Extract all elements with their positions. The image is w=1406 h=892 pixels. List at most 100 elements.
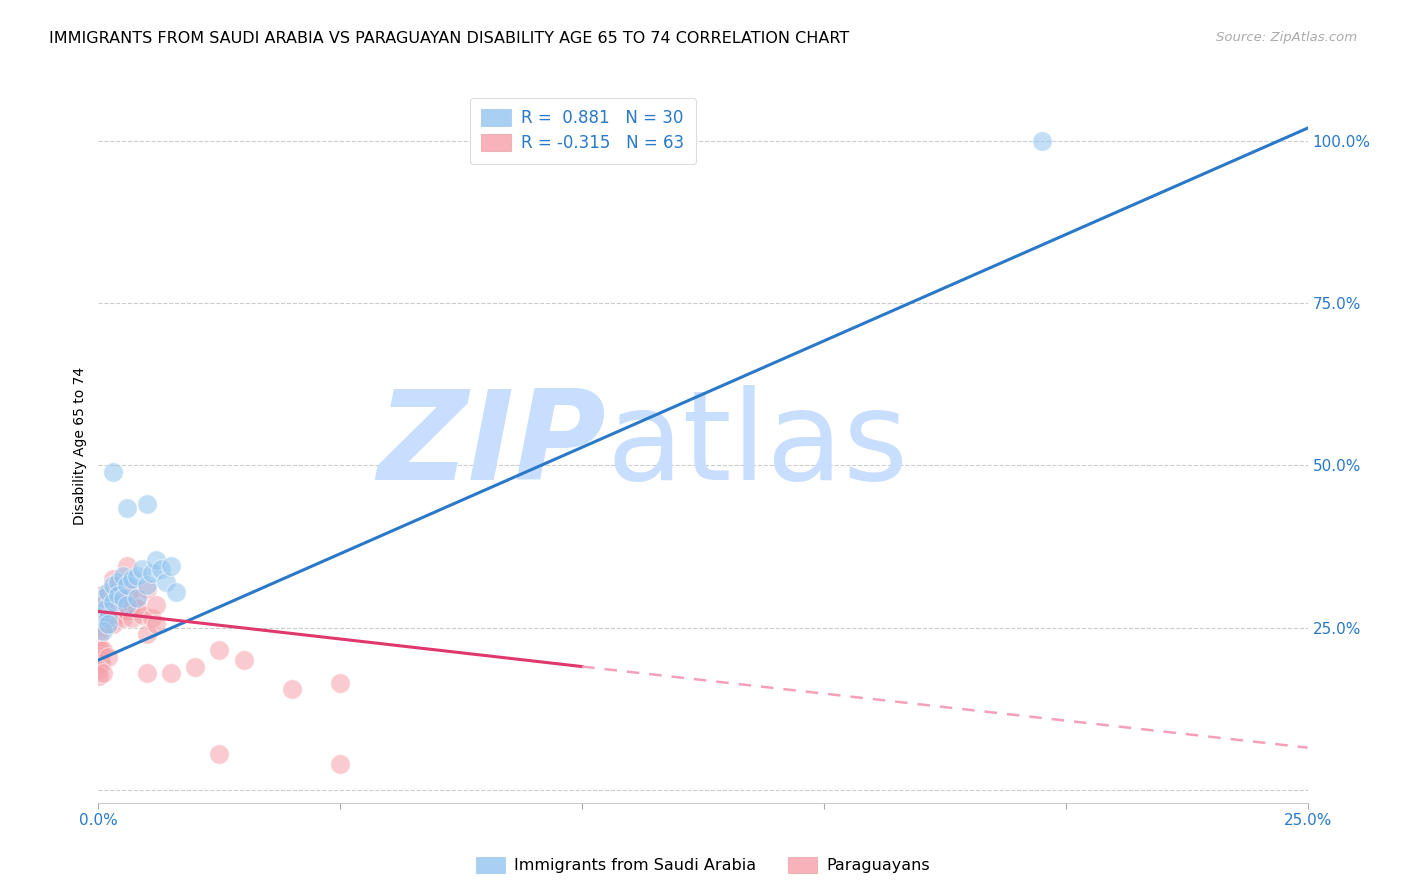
Point <box>121 611 143 625</box>
Point <box>90 617 112 632</box>
Point <box>97 585 120 599</box>
Point <box>127 591 149 606</box>
Point <box>117 500 139 515</box>
Point <box>155 575 177 590</box>
Text: ZIP: ZIP <box>378 385 606 507</box>
Point <box>121 572 143 586</box>
Y-axis label: Disability Age 65 to 74: Disability Age 65 to 74 <box>73 367 87 525</box>
Point <box>184 659 207 673</box>
Point <box>145 552 167 566</box>
Point <box>329 756 352 771</box>
Point <box>97 617 120 632</box>
Point <box>121 598 143 612</box>
Point <box>91 598 114 612</box>
Point <box>117 559 139 574</box>
Point <box>89 604 111 618</box>
Point <box>101 572 124 586</box>
Point <box>90 607 112 622</box>
Point <box>141 611 163 625</box>
Point <box>91 621 114 635</box>
Point <box>111 601 134 615</box>
Point <box>111 595 134 609</box>
Point <box>89 614 111 628</box>
Point <box>135 582 157 596</box>
Point <box>111 591 134 606</box>
Point <box>91 666 114 681</box>
Point <box>165 585 187 599</box>
Point <box>127 591 149 606</box>
Point <box>117 588 139 602</box>
Point <box>131 607 153 622</box>
Point <box>107 607 129 622</box>
Point <box>117 604 139 618</box>
Point <box>127 568 149 582</box>
Point <box>89 643 111 657</box>
Point <box>89 601 111 615</box>
Point <box>160 559 183 574</box>
Point <box>131 562 153 576</box>
Point <box>91 624 114 638</box>
Point <box>101 591 124 606</box>
Point <box>97 649 120 664</box>
Point <box>97 617 120 632</box>
Point <box>101 465 124 479</box>
Point <box>121 582 143 596</box>
Text: IMMIGRANTS FROM SAUDI ARABIA VS PARAGUAYAN DISABILITY AGE 65 TO 74 CORRELATION C: IMMIGRANTS FROM SAUDI ARABIA VS PARAGUAY… <box>49 31 849 46</box>
Point <box>281 682 304 697</box>
Point <box>160 666 183 681</box>
Point <box>97 588 120 602</box>
Point <box>111 568 134 582</box>
Point <box>101 595 124 609</box>
Point <box>94 595 117 609</box>
Point <box>89 653 111 667</box>
Legend: R =  0.881   N = 30, R = -0.315   N = 63: R = 0.881 N = 30, R = -0.315 N = 63 <box>470 97 696 164</box>
Point <box>1031 134 1053 148</box>
Point <box>135 578 157 592</box>
Point <box>89 631 111 645</box>
Point <box>94 601 117 615</box>
Point <box>232 653 254 667</box>
Point <box>107 588 129 602</box>
Point <box>329 675 352 690</box>
Point <box>97 607 120 622</box>
Point <box>89 669 111 683</box>
Point <box>208 747 231 761</box>
Point <box>101 578 124 592</box>
Point <box>127 601 149 615</box>
Point <box>141 566 163 580</box>
Legend: Immigrants from Saudi Arabia, Paraguayans: Immigrants from Saudi Arabia, Paraguayan… <box>470 850 936 880</box>
Point <box>91 591 114 606</box>
Point <box>90 657 112 671</box>
Point <box>145 598 167 612</box>
Text: atlas: atlas <box>606 385 908 507</box>
Point <box>87 663 110 677</box>
Point <box>101 617 124 632</box>
Point <box>117 598 139 612</box>
Point <box>107 575 129 590</box>
Point <box>90 588 112 602</box>
Point <box>91 643 114 657</box>
Text: Source: ZipAtlas.com: Source: ZipAtlas.com <box>1216 31 1357 45</box>
Point <box>135 627 157 641</box>
Point <box>135 497 157 511</box>
Point <box>135 666 157 681</box>
Point <box>91 611 114 625</box>
Point <box>145 617 167 632</box>
Point <box>91 591 114 606</box>
Point <box>100 598 122 612</box>
Point <box>107 585 129 599</box>
Point <box>97 601 120 615</box>
Point <box>117 578 139 592</box>
Point <box>107 578 129 592</box>
Point <box>107 604 129 618</box>
Point <box>87 640 110 654</box>
Point <box>107 595 129 609</box>
Point <box>101 607 124 622</box>
Point <box>97 611 120 625</box>
Point <box>111 611 134 625</box>
Point <box>91 604 114 618</box>
Point <box>97 611 120 625</box>
Point <box>150 562 173 576</box>
Point <box>94 607 117 622</box>
Point <box>208 643 231 657</box>
